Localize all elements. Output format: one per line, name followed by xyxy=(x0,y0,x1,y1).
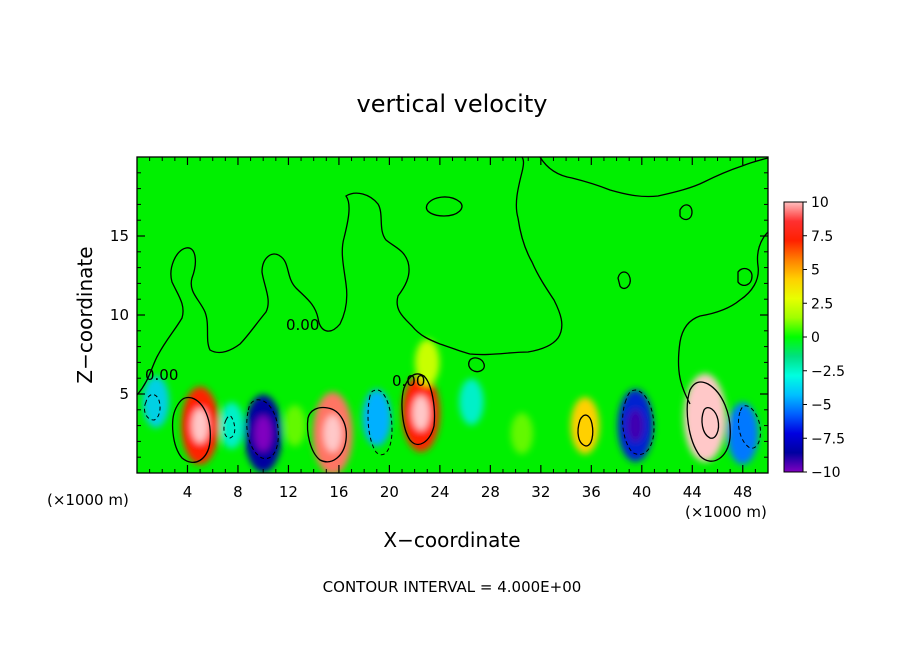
heat-cell xyxy=(510,412,534,455)
x-tick-label: 40 xyxy=(632,483,651,501)
y-axis-title: Z−coordinate xyxy=(73,246,97,383)
y-tick-label: 10 xyxy=(110,306,129,324)
x-tick-label: 24 xyxy=(430,483,449,501)
colorbar-tick-label: −10 xyxy=(811,465,841,481)
heat-cell xyxy=(459,378,484,426)
contour-line xyxy=(401,373,436,445)
chart-title: vertical velocity xyxy=(357,90,548,118)
heat-cell xyxy=(142,376,170,428)
x-tick-label: 32 xyxy=(531,483,550,501)
contour-line xyxy=(577,414,594,447)
x-tick-label: 48 xyxy=(733,483,752,501)
contour-line xyxy=(223,415,236,439)
contour-line xyxy=(468,357,485,373)
contour-interval-note: CONTOUR INTERVAL = 4.000E+00 xyxy=(323,578,582,596)
heat-cell-core xyxy=(627,409,644,442)
heat-cell xyxy=(219,402,244,449)
x-tick-label: 16 xyxy=(329,483,348,501)
x-tick-label: 8 xyxy=(233,483,243,501)
colorbar-tick-label: 2.5 xyxy=(811,296,833,312)
x-tick-label: 20 xyxy=(380,483,399,501)
x-unit-label-right: (×1000 m) xyxy=(685,503,767,521)
x-axis-title: X−coordinate xyxy=(383,528,520,552)
heat-cell-core xyxy=(191,408,209,444)
heat-cell-core xyxy=(323,414,342,453)
contour-line xyxy=(425,196,463,217)
colorbar-tick-label: 5 xyxy=(811,263,820,279)
heat-cell-core xyxy=(412,395,430,431)
contour-labels: 0.00 0.00 0.00 xyxy=(145,316,425,390)
x-unit-label-left: (×1000 m) xyxy=(47,491,129,509)
contour-line xyxy=(246,399,279,460)
contour-line xyxy=(686,381,731,462)
plot-area: 0.00 0.00 0.00 4 8 12 16 20 24 28 32 36 40 44 48 51… xyxy=(110,156,769,501)
heat-cell xyxy=(283,405,306,447)
colorbar: 10 7.5 5 2.5 0 −2.5 −5 −7.5 −10 xyxy=(783,195,845,481)
negative-contour-lines xyxy=(143,389,761,460)
colorbar-tick-label: 0 xyxy=(811,330,820,346)
heat-cell-core xyxy=(254,416,272,451)
contour-value-label: 0.00 xyxy=(145,366,178,384)
x-tick-label: 12 xyxy=(279,483,298,501)
contour-line xyxy=(617,271,631,290)
contour-line xyxy=(737,267,753,287)
x-axis-ticks: 4 8 12 16 20 24 28 32 36 40 44 48 xyxy=(149,157,756,501)
x-tick-label: 4 xyxy=(183,483,193,501)
heat-cell-core xyxy=(695,397,715,438)
contour-value-label: 0.00 xyxy=(392,372,425,390)
contour-line xyxy=(677,231,768,405)
colorbar-tick-label: −5 xyxy=(811,398,832,414)
contour-lines xyxy=(137,157,768,463)
contour-line xyxy=(539,157,768,198)
colorbar-tick-label: 7.5 xyxy=(811,229,833,245)
contour-line xyxy=(171,396,211,463)
colorbar-tick-label: 10 xyxy=(811,195,829,211)
contour-line xyxy=(701,406,720,439)
colorbar-tick-label: −7.5 xyxy=(811,431,845,447)
y-axis-ticks: 5 10 15 xyxy=(110,172,768,458)
contour-line xyxy=(737,405,761,449)
heat-cell xyxy=(727,402,759,465)
x-tick-label: 36 xyxy=(582,483,601,501)
x-tick-label: 28 xyxy=(481,483,500,501)
colorbar-ticks: 10 7.5 5 2.5 0 −2.5 −5 −7.5 −10 xyxy=(803,195,845,481)
y-tick-label: 15 xyxy=(110,227,129,245)
heat-cell xyxy=(362,389,392,447)
contour-line xyxy=(306,406,347,463)
colorbar-tick-label: −2.5 xyxy=(811,364,845,380)
contour-line xyxy=(367,389,393,456)
x-tick-label: 44 xyxy=(683,483,702,501)
contour-line xyxy=(679,204,693,221)
contour-value-label: 0.00 xyxy=(286,316,319,334)
y-tick-label: 5 xyxy=(119,385,129,403)
heat-cell-group xyxy=(142,339,759,473)
contour-line xyxy=(137,157,563,396)
heat-cells xyxy=(142,339,759,473)
colorbar-strip xyxy=(783,201,804,473)
